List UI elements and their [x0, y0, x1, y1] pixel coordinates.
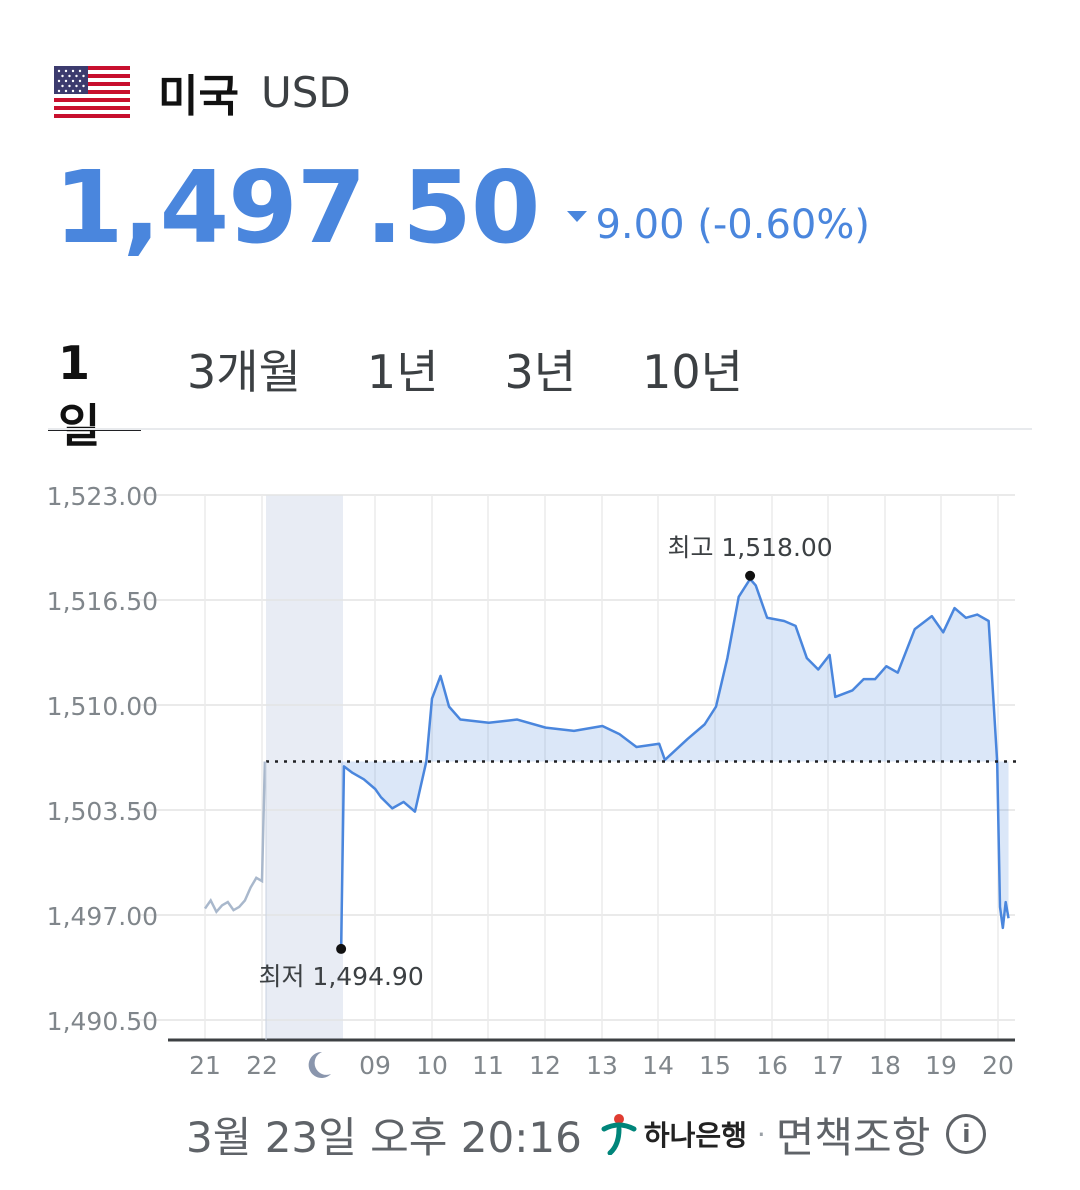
us-flag-icon: [54, 66, 130, 118]
chart-canvas[interactable]: 최고 1,518.00 최저 1,494.90 1,523.00 1,516.50 1…: [0, 470, 1080, 1090]
moon-icon: [308, 1051, 331, 1078]
down-triangle-icon: [567, 210, 588, 222]
hana-bank-logo: 하나은행: [600, 1113, 747, 1155]
high-point-marker: [745, 570, 756, 581]
area-below-baseline: [341, 579, 1009, 949]
previous-day-line: [203, 761, 267, 914]
disclaimer-link[interactable]: 면책조항: [775, 1112, 931, 1162]
tab-divider: [48, 428, 1032, 430]
bank-name: 하나은행: [643, 1119, 747, 1152]
current-price: 1,497.50: [54, 149, 540, 266]
high-label: 최고 1,518.00: [667, 533, 832, 562]
x-tick-label: 19: [925, 1051, 957, 1080]
tab-10-years[interactable]: 10년: [642, 345, 743, 399]
price-change: 9.00 (-0.60%): [567, 202, 870, 248]
x-tick-label: 17: [812, 1051, 844, 1080]
y-tick-label: 1,516.50: [47, 587, 158, 616]
exchange-rate-chart[interactable]: 최고 1,518.00 최저 1,494.90 1,523.00 1,516.50 1…: [0, 470, 1080, 1094]
low-label: 최저 1,494.90: [258, 962, 423, 991]
x-tick-label: 22: [246, 1051, 278, 1080]
y-tick-label: 1,523.00: [47, 482, 158, 511]
currency-header: 미국 USD: [54, 62, 351, 122]
y-tick-label: 1,497.00: [47, 902, 158, 931]
hana-logo-icon: [601, 1114, 637, 1155]
night-session-shade: [266, 495, 343, 1040]
rate-line-down: [339, 577, 1010, 949]
update-timestamp: 3월 23일 오후 20:16: [186, 1112, 582, 1162]
change-value: 9.00 (-0.60%): [595, 202, 870, 248]
x-tick-label: 13: [586, 1051, 618, 1080]
x-tick-label: 16: [756, 1051, 788, 1080]
info-icon[interactable]: i: [946, 1114, 987, 1154]
x-tick-label: 11: [472, 1051, 504, 1080]
period-tabs: 1일 3개월 1년 3년 10년: [48, 336, 753, 453]
tab-3-months[interactable]: 3개월: [187, 345, 301, 399]
x-tick-label: 09: [359, 1051, 391, 1080]
x-tick-label: 20: [982, 1051, 1014, 1080]
quote-row: 1,497.50 9.00 (-0.60%): [54, 158, 870, 258]
currency-code: USD: [260, 67, 351, 117]
tab-1-day[interactable]: 1일: [48, 336, 141, 453]
footer: 3월 23일 오후 20:16 하나은행 · 면책조항 i: [186, 1108, 987, 1162]
tab-3-years[interactable]: 3년: [504, 345, 577, 399]
country-name: 미국: [158, 71, 239, 122]
x-tick-label: 14: [642, 1051, 674, 1080]
y-tick-label: 1,503.50: [47, 797, 158, 826]
low-point-marker: [336, 943, 347, 954]
y-tick-label: 1,490.50: [47, 1007, 158, 1036]
x-tick-label: 10: [416, 1051, 448, 1080]
x-tick-label: 12: [529, 1051, 561, 1080]
separator: ·: [756, 1117, 766, 1151]
x-tick-label: 21: [189, 1051, 221, 1080]
x-tick-label: 15: [699, 1051, 731, 1080]
tab-1-year[interactable]: 1년: [366, 345, 439, 399]
y-tick-label: 1,510.00: [47, 692, 158, 721]
x-tick-label: 18: [869, 1051, 901, 1080]
